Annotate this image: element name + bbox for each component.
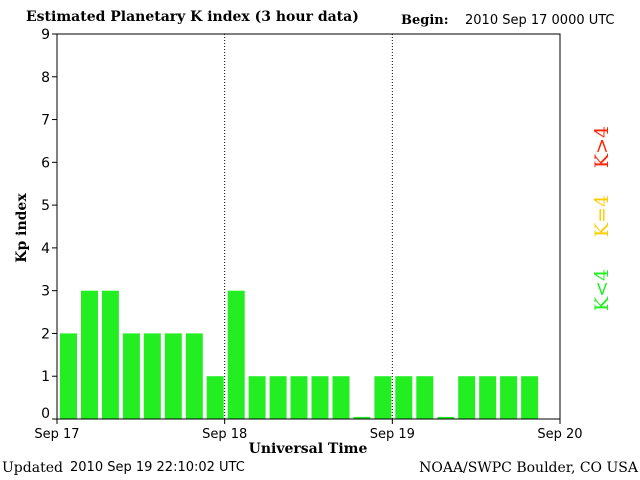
begin-value: 2010 Sep 17 0000 UTC [465, 13, 615, 28]
kp-bar [458, 376, 476, 419]
legend-item: K>4 [591, 126, 613, 168]
x-axis-label: Universal Time [249, 441, 368, 457]
x-axis-ticks: Sep 17 Sep 18 Sep 19 Sep 20 [34, 419, 583, 442]
legend: K<4 K=4 K>4 [591, 126, 613, 311]
kp-bar [206, 376, 224, 419]
kp-bar [248, 376, 266, 419]
y-tick-label: 0 [41, 406, 50, 422]
kp-bar [521, 376, 539, 419]
y-tick-label: 3 [41, 284, 50, 300]
y-axis-ticks: 0 1 2 3 4 5 6 7 8 9 [41, 27, 57, 422]
kp-bar [269, 376, 287, 419]
y-axis-label: Kp index [14, 193, 30, 263]
x-tick-label: Sep 18 [202, 427, 247, 442]
kp-bar [185, 333, 203, 419]
kp-bar [122, 333, 140, 419]
x-tick-label: Sep 17 [34, 427, 79, 442]
kp-bar [311, 376, 329, 419]
y-tick-label: 8 [41, 70, 50, 86]
kp-bar [81, 290, 98, 419]
kp-bar [395, 376, 413, 419]
kp-bar [164, 333, 182, 419]
y-tick-label: 1 [41, 369, 50, 385]
y-tick-label: 4 [41, 241, 50, 257]
x-tick-label: Sep 20 [537, 427, 582, 442]
kp-bar [143, 333, 161, 419]
updated-timestamp: 2010 Sep 19 22:10:02 UTC [70, 460, 245, 475]
day-separators [224, 34, 393, 419]
bars-group [60, 290, 539, 419]
y-tick-label: 9 [41, 27, 50, 43]
chart-title: Estimated Planetary K index (3 hour data… [26, 9, 359, 25]
kp-bar [479, 376, 497, 419]
updated-label: Updated [2, 460, 63, 476]
plot-frame [56, 33, 561, 420]
y-tick-label: 5 [41, 198, 50, 214]
kp-bar [60, 333, 77, 419]
begin-label: Begin: [401, 13, 449, 28]
kp-bar [227, 290, 245, 419]
kp-bar [500, 376, 518, 419]
kp-bar [374, 376, 392, 419]
kp-bar [416, 376, 434, 419]
kp-bar [437, 416, 455, 419]
credit: NOAA/SWPC Boulder, CO USA [419, 460, 638, 476]
legend-item: K<4 [591, 269, 613, 311]
kp-bar [353, 416, 371, 419]
kp-bar [290, 376, 308, 419]
x-tick-label: Sep 19 [370, 427, 415, 442]
y-tick-label: 2 [41, 326, 50, 342]
y-tick-label: 6 [41, 155, 50, 171]
kp-bar [332, 376, 350, 419]
legend-item: K=4 [591, 195, 613, 237]
y-tick-label: 7 [41, 113, 50, 129]
kp-bar [101, 290, 119, 419]
